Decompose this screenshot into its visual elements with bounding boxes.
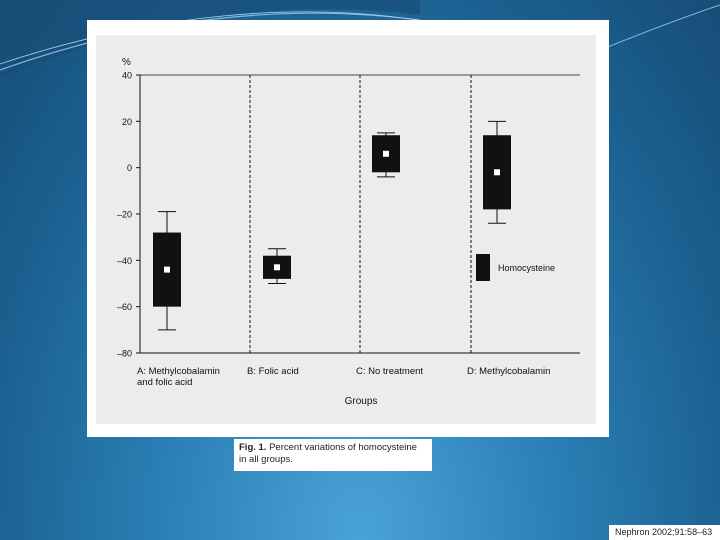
- group-label: A: Methylcobalamin: [137, 366, 220, 377]
- box-plot-chart: % 40 20 0 –20 –40 –60 –80 A: Methylcobalaminand …: [117, 57, 580, 407]
- legend-label: Homocysteine: [498, 263, 555, 273]
- y-tick-label: 40: [122, 71, 132, 81]
- median-marker: [494, 169, 500, 176]
- legend-swatch: [476, 254, 490, 281]
- background-swoosh: [0, 0, 720, 78]
- citation: Nephron 2002;91:58–63: [609, 525, 720, 540]
- median-marker: [383, 150, 389, 157]
- median-marker: [274, 264, 280, 271]
- figure-caption: Fig. 1. Percent variations of homocystei…: [234, 439, 432, 471]
- y-tick-label: –20: [117, 210, 132, 220]
- figure-panel: [96, 35, 596, 424]
- y-tick-label: 20: [122, 117, 132, 127]
- group-label: B: Folic acid: [247, 366, 299, 377]
- y-tick-label: –80: [117, 349, 132, 359]
- y-tick-label: –40: [117, 256, 132, 266]
- y-tick-label: 0: [127, 163, 132, 173]
- caption-fig-label: Fig. 1.: [239, 442, 267, 453]
- group-label: and folic acid: [137, 377, 192, 388]
- y-tick-label: –60: [117, 302, 132, 312]
- group-label: D: Methylcobalamin: [467, 366, 550, 377]
- group-label: C: No treatment: [356, 366, 423, 377]
- caption-text-line2: in all groups.: [239, 454, 293, 465]
- caption-text-line1: Percent variations of homocysteine: [269, 442, 417, 453]
- x-axis-label: Groups: [345, 396, 378, 407]
- median-marker: [164, 266, 170, 273]
- y-axis-label: %: [122, 57, 131, 68]
